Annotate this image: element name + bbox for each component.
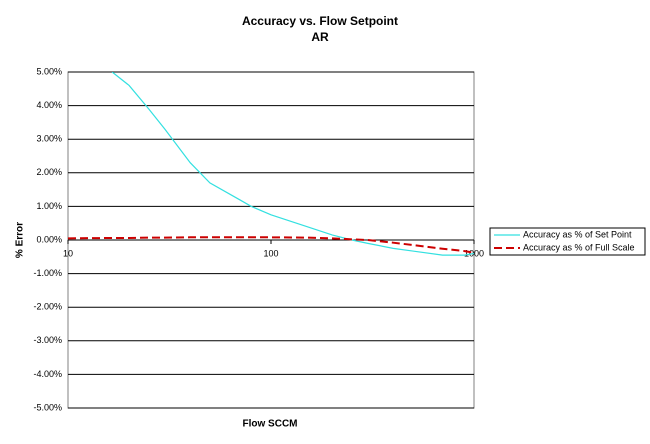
legend-box <box>489 227 646 256</box>
y-tick-label: 1.00% <box>36 201 62 211</box>
x-tick-label: 1000 <box>464 248 484 258</box>
x-tick-label: 100 <box>263 248 278 258</box>
y-tick-label: 2.00% <box>36 167 62 177</box>
legend-label: Accuracy as % of Set Point <box>523 229 632 239</box>
legend-label: Accuracy as % of Full Scale <box>523 242 635 252</box>
y-tick-label: 0.00% <box>36 234 62 244</box>
y-tick-label: -2.00% <box>33 302 62 312</box>
chart-title: Accuracy vs. Flow Setpoint <box>242 14 398 28</box>
y-tick-label: 5.00% <box>36 66 62 76</box>
y-tick-label: -3.00% <box>33 335 62 345</box>
chart-subtitle: AR <box>311 30 329 44</box>
y-tick-label: -1.00% <box>33 268 62 278</box>
series-line <box>111 72 474 256</box>
x-axis-label: Flow SCCM <box>243 419 298 430</box>
y-tick-label: -4.00% <box>33 369 62 379</box>
y-tick-label: -5.00% <box>33 402 62 412</box>
y-axis-label: % Error <box>15 222 26 258</box>
y-tick-label: 4.00% <box>36 100 62 110</box>
y-tick-label: 3.00% <box>36 134 62 144</box>
x-tick-label: 10 <box>63 248 73 258</box>
